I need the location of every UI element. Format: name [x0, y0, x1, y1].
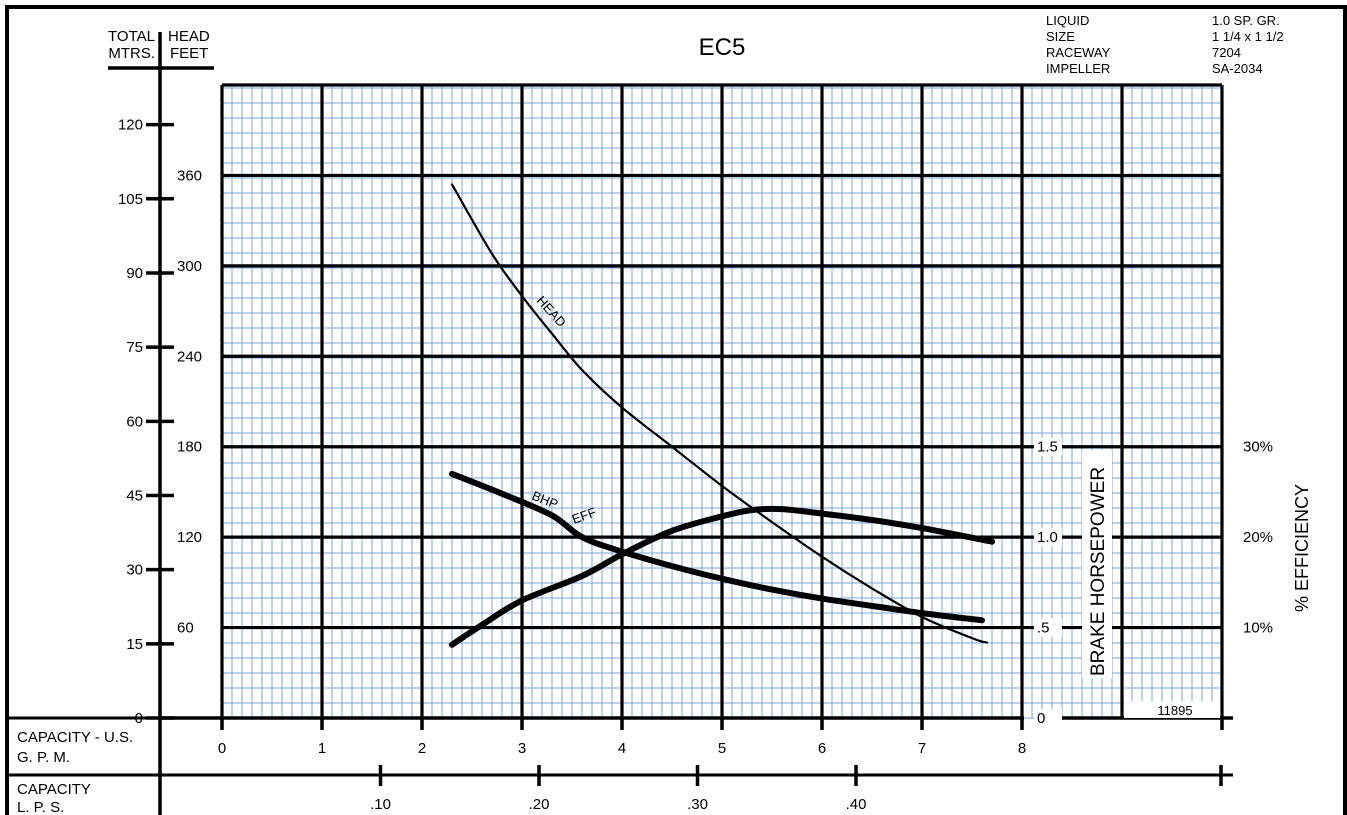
bhp-tick-label: 1.0: [1037, 529, 1058, 546]
gpm-tick-label: 5: [718, 740, 726, 757]
gpm-tick-label: 0: [218, 740, 226, 757]
bhp-tick-bg: [1034, 618, 1062, 637]
meters-tick-label: 90: [126, 265, 143, 282]
meters-tick-label: 0: [135, 710, 143, 727]
feet-tick-label: 240: [177, 348, 202, 365]
bhp-axis-title: BRAKE HORSEPOWER: [1088, 467, 1109, 676]
meters-tick-label: 15: [126, 636, 143, 653]
spec-label-impeller: IMPELLER: [1046, 61, 1110, 76]
feet-tick-label: 120: [177, 529, 202, 546]
gpm-label-line2: G. P. M.: [17, 749, 70, 766]
feet-tick-label: 300: [177, 258, 202, 275]
spec-label-size: SIZE: [1046, 29, 1075, 44]
eff-curve: [449, 505, 995, 648]
meters-tick-label: 60: [126, 413, 143, 430]
spec-label-raceway: RACEWAY: [1046, 45, 1111, 60]
eff-tick-bg: [1225, 618, 1287, 637]
gpm-label-line1: CAPACITY - U.S.: [17, 729, 133, 746]
spec-label-liquid: LIQUID: [1046, 13, 1089, 28]
lps-tick-label: .10: [370, 796, 391, 813]
head-label: HEAD: [168, 28, 210, 45]
lps-tick-label: .20: [529, 796, 550, 813]
spec-value-raceway: 7204: [1212, 45, 1241, 60]
bhp-curve: [449, 470, 985, 624]
eff-tick-label: 20%: [1243, 529, 1273, 546]
curves: [449, 183, 995, 648]
bhp-title-bg: [1082, 450, 1112, 678]
eff-tick-bg: [1225, 437, 1287, 456]
total-label: TOTAL: [108, 28, 155, 45]
gpm-tick-label: 4: [618, 740, 626, 757]
bhp-tick-bg: [1034, 528, 1062, 547]
mtrs-label: MTRS.: [108, 45, 155, 62]
eff-tick-bg: [1225, 528, 1287, 547]
feet-tick-label: 180: [177, 439, 202, 456]
feet-tick-label: 360: [177, 167, 202, 184]
bhp-tick-label: .5: [1037, 620, 1050, 637]
chart-title: EC5: [699, 34, 746, 61]
gpm-tick-label: 6: [818, 740, 826, 757]
gpm-tick-label: 7: [918, 740, 926, 757]
eff-tick-label: 30%: [1243, 439, 1273, 456]
bhp-tick-bg: [1034, 437, 1062, 456]
efficiency-axis-title: % EFFICIENCY: [1292, 484, 1312, 612]
head-curve-label: HEAD: [534, 293, 569, 330]
eff-tick-label: 10%: [1243, 620, 1273, 637]
lps-tick-label: .40: [846, 796, 867, 813]
meters-tick-label: 45: [126, 487, 143, 504]
spec-value-liquid: 1.0 SP. GR.: [1212, 13, 1280, 28]
lps-tick-label: .30: [687, 796, 708, 813]
meters-tick-label: 105: [118, 191, 143, 208]
lps-label-line2: L. P. S.: [17, 799, 64, 815]
curve-number: 11895: [1157, 703, 1192, 718]
meters-tick-label: 120: [118, 117, 143, 134]
meters-tick-label: 75: [126, 339, 143, 356]
spec-value-size: 1 1/4 x 1 1/2: [1212, 29, 1284, 44]
gpm-tick-label: 8: [1018, 740, 1026, 757]
curve-number-box: [1124, 701, 1220, 718]
lps-label-line1: CAPACITY: [17, 781, 91, 798]
axis-ticks: 0 1 2 3 4 5 6 7 8.10.20.30.400153045607590105120…: [118, 117, 1287, 813]
feet-label: FEET: [170, 45, 208, 62]
bhp-tick-label: 1.5: [1037, 439, 1058, 456]
meters-tick-label: 30: [126, 562, 143, 579]
gpm-tick-label: 2: [418, 740, 426, 757]
gpm-tick-label: 1: [318, 740, 326, 757]
bhp-tick-label: 0: [1037, 710, 1045, 727]
spec-value-impeller: SA-2034: [1212, 61, 1263, 76]
bhp-tick-bg: [1034, 709, 1062, 727]
gpm-tick-label: 3: [518, 740, 526, 757]
feet-tick-label: 60: [177, 620, 194, 637]
grid: [160, 83, 1233, 720]
outer-frame: [5, 5, 1347, 815]
